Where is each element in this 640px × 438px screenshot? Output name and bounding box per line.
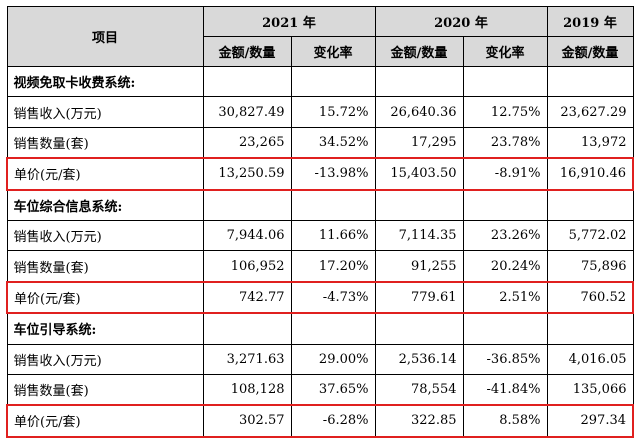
header-row-years: 项目 2021 年 2020 年 2019 年 (6, 6, 634, 67)
value-cell: 78,554 (374, 373, 464, 406)
value-cell: 26,640.36 (374, 96, 464, 128)
row-label: 单价(元/套) (6, 280, 204, 315)
value-cell: 23.26% (462, 219, 548, 252)
value-cell: 11.66% (290, 219, 376, 252)
value-cell: 15,403.50 (374, 157, 464, 191)
value-cell: 13,972 (546, 126, 634, 159)
table-body: 视频免取卡收费系统: 销售收入(万元) 30,827.49 15.72% 26,640.… (6, 65, 634, 438)
value-cell: 297.34 (546, 404, 634, 438)
value-cell: 106,952 (202, 250, 292, 283)
empty-cell (546, 189, 634, 221)
section-title: 车位引导系统: (6, 312, 204, 345)
empty-cell (290, 312, 376, 345)
header-sub: 变化率 (290, 36, 376, 67)
financial-table: 项目 2021 年 2020 年 2019 年 金额/数量 变化率 金额/数量 … (6, 6, 634, 438)
value-cell: -8.91% (462, 157, 548, 191)
header-sub: 金额/数量 (546, 36, 634, 67)
header-sub: 变化率 (462, 36, 548, 67)
table-row: 销售数量(套) 23,265 34.52% 17,295 23.78% 13,972 (6, 126, 634, 159)
empty-cell (374, 312, 464, 345)
value-cell: 322.85 (374, 404, 464, 438)
value-cell: 34.52% (290, 126, 376, 159)
row-label: 单价(元/套) (6, 404, 204, 438)
empty-cell (546, 312, 634, 345)
table-row: 销售收入(万元) 7,944.06 11.66% 7,114.35 23.26% 5,77… (6, 219, 634, 252)
empty-cell (462, 189, 548, 221)
value-cell: 16,910.46 (546, 157, 634, 191)
section-row: 车位引导系统: (6, 312, 634, 345)
value-cell: 17,295 (374, 126, 464, 159)
value-cell: 23.78% (462, 126, 548, 159)
row-label: 销售数量(套) (6, 126, 204, 159)
value-cell: 29.00% (290, 343, 376, 375)
table-row: 单价(元/套) 742.77 -4.73% 779.61 2.51% 760.52 (6, 280, 634, 315)
value-cell: -41.84% (462, 373, 548, 406)
header-sub: 金额/数量 (202, 36, 292, 67)
value-cell: 779.61 (374, 280, 464, 315)
value-cell: 30,827.49 (202, 96, 292, 128)
empty-cell (290, 189, 376, 221)
empty-cell (202, 312, 292, 345)
table-row: 销售数量(套) 108,128 37.65% 78,554 -41.84% 135,066 (6, 373, 634, 406)
empty-cell (462, 65, 548, 98)
table-header: 项目 2021 年 2020 年 2019 年 金额/数量 变化率 金额/数量 … (6, 6, 634, 67)
table-row: 单价(元/套) 302.57 -6.28% 322.85 8.58% 297.34 (6, 404, 634, 438)
value-cell: 8.58% (462, 404, 548, 438)
value-cell: 3,271.63 (202, 343, 292, 375)
value-cell: 2,536.14 (374, 343, 464, 375)
table-row: 单价(元/套) 13,250.59 -13.98% 15,403.50 -8.91% 16… (6, 157, 634, 191)
empty-cell (202, 189, 292, 221)
section-title: 视频免取卡收费系统: (6, 65, 204, 98)
value-cell: 7,114.35 (374, 219, 464, 252)
header-row-sub: 金额/数量 变化率 金额/数量 变化率 金额/数量 (7, 36, 634, 67)
row-label: 销售收入(万元) (6, 219, 204, 252)
value-cell: 23,627.29 (546, 96, 634, 128)
header-sub: 金额/数量 (374, 36, 464, 67)
empty-cell (290, 65, 376, 98)
table-row: 销售收入(万元) 3,271.63 29.00% 2,536.14 -36.85% 4,0… (6, 343, 634, 375)
row-label: 销售收入(万元) (6, 343, 204, 375)
header-item: 项目 (6, 6, 204, 67)
value-cell: 91,255 (374, 250, 464, 283)
value-cell: 75,896 (546, 250, 634, 283)
row-label: 单价(元/套) (6, 157, 204, 191)
value-cell: 13,250.59 (202, 157, 292, 191)
header-year-2021: 2021 年 (202, 6, 376, 37)
header-year-2020: 2020 年 (374, 6, 548, 37)
header-year-2019: 2019 年 (546, 6, 634, 37)
value-cell: -4.73% (290, 280, 376, 315)
value-cell: 135,066 (546, 373, 634, 406)
value-cell: 108,128 (202, 373, 292, 406)
value-cell: 17.20% (290, 250, 376, 283)
value-cell: 37.65% (290, 373, 376, 406)
value-cell: -13.98% (290, 157, 376, 191)
value-cell: 7,944.06 (202, 219, 292, 252)
empty-cell (546, 65, 634, 98)
empty-cell (462, 312, 548, 345)
empty-cell (374, 65, 464, 98)
value-cell: 760.52 (546, 280, 634, 315)
value-cell: 15.72% (290, 96, 376, 128)
empty-cell (374, 189, 464, 221)
value-cell: 20.24% (462, 250, 548, 283)
value-cell: 12.75% (462, 96, 548, 128)
table-row: 销售数量(套) 106,952 17.20% 91,255 20.24% 75,896 (6, 250, 634, 283)
value-cell: 5,772.02 (546, 219, 634, 252)
value-cell: 23,265 (202, 126, 292, 159)
value-cell: -36.85% (462, 343, 548, 375)
value-cell: 302.57 (202, 404, 292, 438)
row-label: 销售数量(套) (6, 250, 204, 283)
section-row: 车位综合信息系统: (6, 189, 634, 221)
value-cell: -6.28% (290, 404, 376, 438)
row-label: 销售收入(万元) (6, 96, 204, 128)
value-cell: 2.51% (462, 280, 548, 315)
section-row: 视频免取卡收费系统: (6, 65, 634, 98)
value-cell: 4,016.05 (546, 343, 634, 375)
row-label: 销售数量(套) (6, 373, 204, 406)
table-row: 销售收入(万元) 30,827.49 15.72% 26,640.36 12.75% 23… (6, 96, 634, 128)
value-cell: 742.77 (202, 280, 292, 315)
empty-cell (202, 65, 292, 98)
section-title: 车位综合信息系统: (6, 189, 204, 221)
